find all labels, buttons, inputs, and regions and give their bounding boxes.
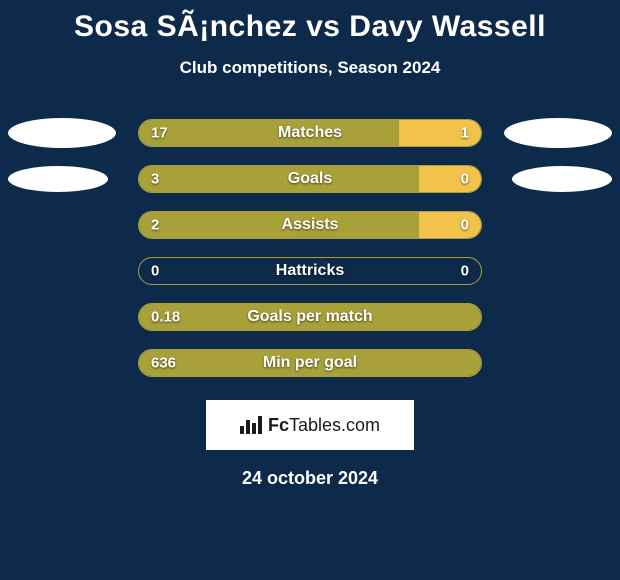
brand-text: FcTables.com [268,415,380,436]
bars-icon [240,416,262,434]
brand-rest: Tables.com [289,415,380,435]
stats-container: 17 1 Matches 3 0 Goals 2 0 Assists 0 0 Hattricks 0.1… [0,110,620,386]
stat-row: 3 0 Goals [0,156,620,202]
bar-left-fill [139,212,419,238]
stat-label: Goals [288,170,332,188]
stat-label: Min per goal [263,354,357,372]
stat-bar: 0.18 Goals per match [138,303,482,331]
stat-value-right: 0 [461,171,469,188]
stat-bar: 3 0 Goals [138,165,482,193]
date-label: 24 october 2024 [0,468,620,489]
stat-label: Matches [278,124,342,142]
player-left-ellipse [8,166,108,192]
stat-label: Assists [282,216,339,234]
stat-bar: 0 0 Hattricks [138,257,482,285]
stat-value-right: 0 [461,263,469,280]
stat-bar: 636 Min per goal [138,349,482,377]
player-right-ellipse [512,166,612,192]
player-left-ellipse [8,118,116,148]
stat-value-left: 2 [151,217,159,234]
player-right-ellipse [504,118,612,148]
stat-bar: 2 0 Assists [138,211,482,239]
stat-value-left: 3 [151,171,159,188]
stat-row: 0.18 Goals per match [0,294,620,340]
stat-value-right: 0 [461,217,469,234]
stat-row: 2 0 Assists [0,202,620,248]
bar-right-fill [419,212,481,238]
stat-bar: 17 1 Matches [138,119,482,147]
page-subtitle: Club competitions, Season 2024 [0,58,620,78]
page-title: Sosa SÃ¡nchez vs Davy Wassell [0,0,620,44]
bar-left-fill [139,120,399,146]
bar-left-fill [139,166,419,192]
stat-value-left: 17 [151,125,168,142]
brand-badge: FcTables.com [206,400,414,450]
brand-bold: Fc [268,415,289,435]
stat-row: 17 1 Matches [0,110,620,156]
stat-label: Goals per match [247,308,372,326]
stat-value-left: 0 [151,263,159,280]
stat-value-left: 636 [151,355,176,372]
stat-value-right: 1 [461,125,469,142]
stat-value-left: 0.18 [151,309,180,326]
bar-right-fill [419,166,481,192]
stat-label: Hattricks [276,262,344,280]
stat-row: 636 Min per goal [0,340,620,386]
stat-row: 0 0 Hattricks [0,248,620,294]
